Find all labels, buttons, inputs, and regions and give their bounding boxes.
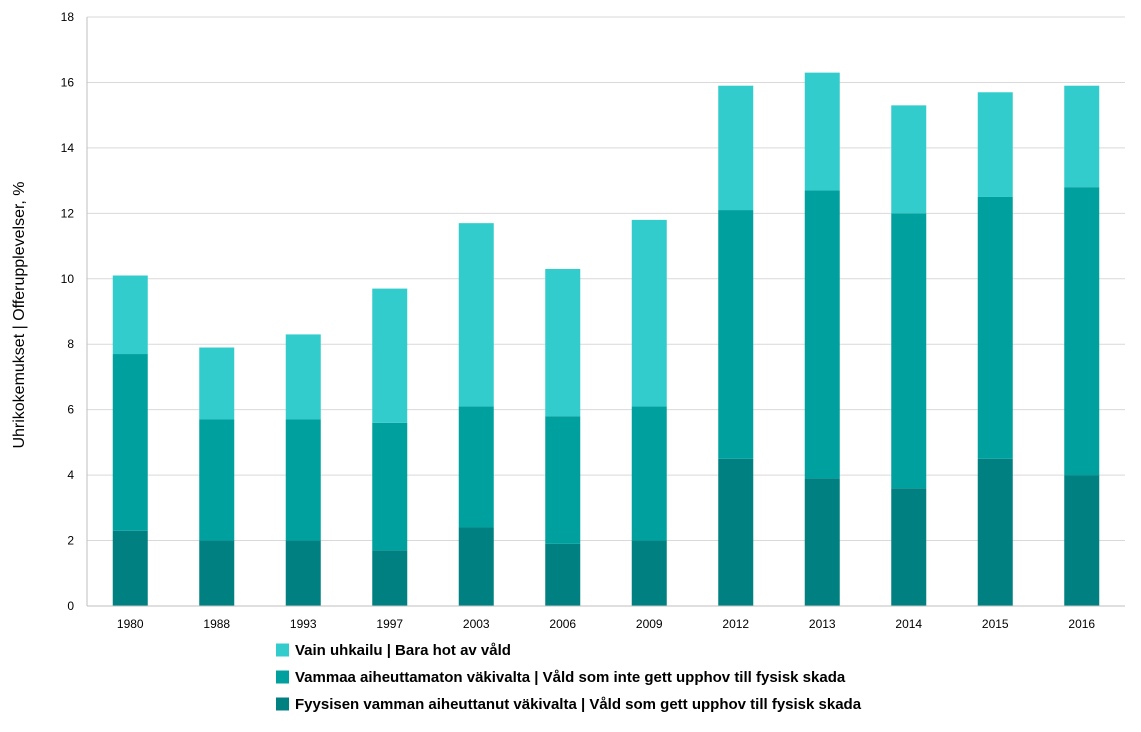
bar-segment [891,488,927,606]
bar-segment [372,550,408,606]
legend-swatch [276,697,289,711]
bar-segment [891,105,927,214]
legend-swatch [276,643,289,657]
bar-segment [631,406,667,541]
bar-segment [458,406,494,528]
bar-segment [112,530,148,606]
bar-segment [112,354,148,531]
bar-segment [458,527,494,606]
bar-segment [631,219,667,407]
y-tick-label: 8 [67,337,74,351]
legend-swatch [276,670,289,684]
bar-segment [545,416,581,544]
x-tick-label: 1997 [376,617,403,631]
bar-segment [372,288,408,423]
bar-segment [199,419,235,541]
bar-segment [718,458,754,606]
bar-segment [718,85,754,211]
y-tick-label: 10 [61,272,75,286]
bar-segment [285,540,321,606]
bar-segment [977,92,1013,197]
x-tick-label: 2012 [722,617,749,631]
bar-segment [804,72,840,191]
legend-label: Vain uhkailu | Bara hot av våld [295,642,511,659]
gridlines [87,16,1125,542]
x-tick-label: 1980 [117,617,144,631]
y-tick-label: 14 [61,141,75,155]
legend: Vain uhkailu | Bara hot av våld Vammaa ai… [276,642,862,713]
x-tick-labels: 1980 1988 1993 1997 2003 2006 2009 2012 2013 2014… [117,617,1096,631]
bar-segment [977,458,1013,606]
x-tick-label: 1988 [203,617,230,631]
bar-segment [458,223,494,407]
legend-label: Fyysisen vamman aiheuttanut väkivalta | … [295,696,862,713]
y-tick-label: 4 [67,468,74,482]
bar-segment [718,210,754,459]
y-tick-label: 0 [67,599,74,613]
bar-segment [1064,187,1100,476]
bar-segment [285,334,321,420]
y-tick-labels: 0 2 4 6 8 10 12 14 16 18 [61,10,75,613]
bar-segment [112,275,148,355]
x-tick-label: 2009 [636,617,663,631]
x-tick-label: 2006 [549,617,576,631]
bar-segment [372,422,408,551]
y-tick-label: 16 [61,75,75,89]
bar-segment [199,540,235,606]
bar-segment [285,419,321,541]
x-tick-label: 2015 [982,617,1009,631]
bar-segment [804,478,840,606]
x-tick-label: 2003 [463,617,490,631]
bar-segment [545,543,581,606]
bar-segment [804,190,840,479]
x-tick-label: 2013 [809,617,836,631]
y-tick-label: 6 [67,403,74,417]
bar-segment [977,196,1013,459]
legend-label: Vammaa aiheuttamaton väkivalta | Våld so… [295,669,846,686]
x-tick-label: 2016 [1068,617,1095,631]
y-axis-title: Uhrikokemukset | Offerupplevelser, % [11,181,28,448]
bar-segment [1064,85,1100,188]
bar-segment [545,268,581,417]
y-tick-label: 18 [61,10,75,24]
bar-segment [891,213,927,489]
y-tick-label: 12 [61,206,75,220]
bar-segment [631,540,667,606]
bar-segment [199,347,235,420]
bars [112,72,1100,606]
y-tick-label: 2 [67,534,74,548]
x-tick-label: 2014 [895,617,922,631]
bar-segment [1064,475,1100,606]
axes [86,17,1125,607]
x-tick-label: 1993 [290,617,317,631]
